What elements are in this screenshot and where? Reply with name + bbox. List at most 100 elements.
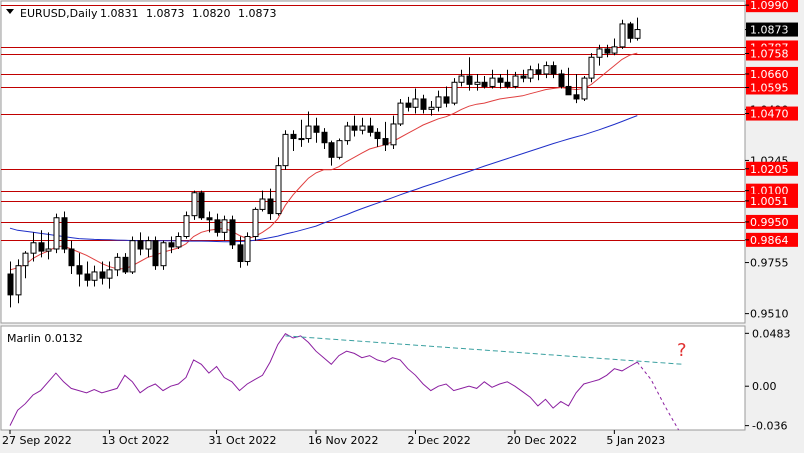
candle-body [520, 75, 527, 79]
price-tick-label: 0.9950 [750, 216, 789, 229]
candle-body [611, 46, 618, 54]
candle-body [252, 208, 259, 238]
price-tick-label: 1.0660 [750, 68, 789, 81]
symbol-label: EURUSD,Daily [20, 7, 98, 20]
candle-body [359, 125, 366, 131]
oscillator [9, 333, 684, 431]
candle-body [129, 240, 136, 273]
candle-body [374, 131, 381, 140]
price-label-bg [746, 214, 798, 229]
candle-body [581, 77, 588, 100]
marlin-line [9, 333, 638, 426]
candles [7, 17, 641, 308]
candle-body [22, 252, 29, 267]
candle-body [351, 125, 358, 131]
price-tick-label: 1.0470 [750, 108, 789, 121]
candle-body [76, 265, 83, 275]
price-label-bg [746, 106, 798, 121]
candle-body [596, 48, 603, 58]
candle-body [38, 242, 45, 252]
candle-body [535, 69, 542, 75]
candle-body [114, 256, 121, 271]
candle-body [321, 131, 328, 144]
blue-moving-average-line [9, 115, 638, 243]
time-tick-label: 20 Dec 2022 [507, 434, 577, 447]
price-label-bg [746, 232, 798, 247]
candle-body [175, 236, 182, 248]
candle-body [466, 75, 473, 85]
candle-body [45, 248, 52, 252]
candle-body [298, 138, 305, 141]
time-tick-label: 13 Oct 2022 [101, 434, 169, 447]
candle-body [527, 69, 534, 79]
candle-body [122, 256, 129, 273]
time-axis: 27 Sep 2022 13 Oct 2022 31 Oct 2022 16 Nov … [2, 430, 665, 447]
oscillator-axis: 0.0483 0.00 -0.036 [745, 327, 791, 433]
candle-body [244, 236, 251, 263]
price-tick-label: 0.9755 [750, 257, 789, 270]
price-tick-label: 1.0873 [750, 24, 789, 37]
price-tick-label: 1.0595 [750, 81, 789, 94]
candle-body [313, 125, 320, 133]
candle-body [390, 123, 397, 146]
oscillator-tick-label: 0.00 [752, 380, 777, 393]
candle-body [145, 240, 152, 250]
candle-body [15, 265, 22, 296]
price-tick-label: 1.0758 [750, 48, 789, 61]
price-label-bg [746, 66, 798, 81]
time-tick-label: 5 Jan 2023 [606, 434, 665, 447]
indicator-panel-bg [0, 325, 746, 431]
symbol-header: EURUSD,Daily 1.0831 1.0873 1.0820 1.0873 [6, 7, 277, 20]
price-tick-label: 0.9864 [750, 234, 789, 247]
candle-body [565, 85, 572, 96]
candle-body [336, 140, 343, 158]
candle-body [267, 198, 274, 215]
candle-body [7, 273, 14, 296]
high-value: 1.0873 [146, 7, 185, 20]
candle-body [619, 23, 626, 48]
candle-body [489, 77, 496, 87]
candle-body [588, 56, 595, 79]
time-tick-label: 27 Sep 2022 [2, 434, 72, 447]
candle-body [382, 138, 389, 146]
candle-body [550, 65, 557, 75]
oscillator-tick-label: 0.0483 [752, 327, 791, 340]
candle-body [367, 125, 374, 133]
price-tick-label: 1.0990 [750, 0, 789, 12]
candle-body [412, 98, 419, 108]
candle-body [160, 242, 167, 267]
candle-body [451, 81, 458, 104]
candle-body [152, 240, 159, 267]
price-label-bg [746, 193, 798, 208]
candle-body [474, 81, 481, 85]
price-label-bg [746, 161, 798, 176]
price-axis: 1.09901.08731.07871.07581.06601.05951.04… [745, 0, 798, 321]
candle-body [573, 94, 580, 100]
candle-body [229, 219, 236, 246]
candle-body [481, 81, 488, 87]
candle-body [191, 192, 198, 217]
candle-body [183, 215, 190, 238]
candle-body [214, 219, 221, 233]
candle-body [305, 125, 312, 140]
time-tick-label: 2 Dec 2022 [407, 434, 470, 447]
candle-body [558, 73, 565, 87]
candle-body [420, 98, 427, 110]
collapse-arrow-icon[interactable] [6, 9, 14, 14]
candle-body [543, 65, 550, 75]
candle-body [634, 29, 641, 39]
candle-body [282, 133, 289, 167]
question-mark-annotation: ? [677, 340, 687, 361]
candle-body [604, 48, 611, 54]
candle-body [328, 142, 335, 158]
candle-body [106, 269, 113, 279]
candle-body [443, 96, 450, 104]
candle-body [137, 240, 144, 250]
candle-body [344, 125, 351, 142]
candle-body [428, 106, 435, 110]
candle-body [221, 219, 228, 233]
candle-body [68, 248, 75, 267]
candle-body [259, 198, 266, 210]
